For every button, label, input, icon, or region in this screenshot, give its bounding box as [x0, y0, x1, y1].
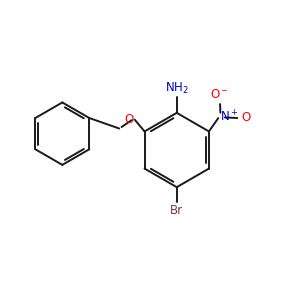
Text: O: O [241, 111, 250, 124]
Text: Br: Br [170, 204, 183, 217]
Text: O: O [124, 113, 134, 126]
Text: N$^+$: N$^+$ [220, 109, 238, 124]
Text: O$^-$: O$^-$ [210, 88, 229, 101]
Text: NH$_2$: NH$_2$ [165, 81, 189, 96]
